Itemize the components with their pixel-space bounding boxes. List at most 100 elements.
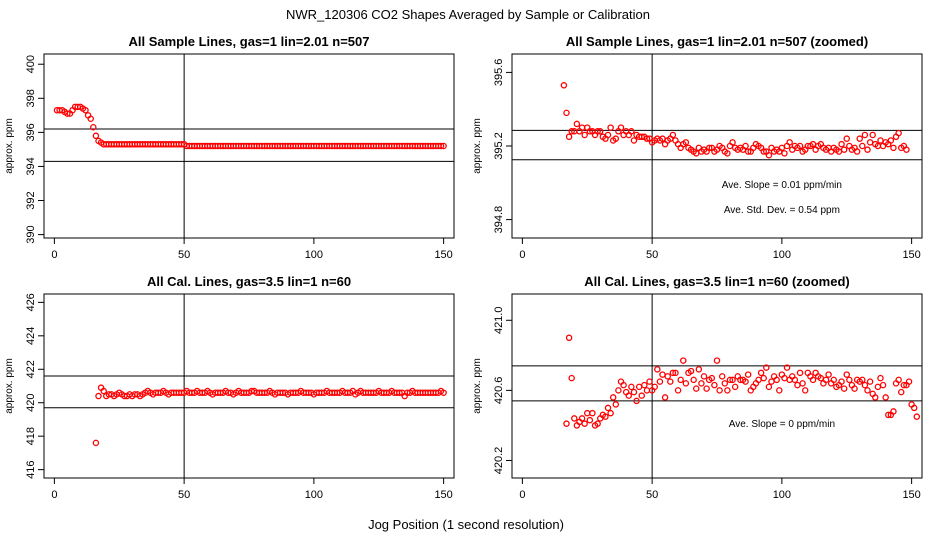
- data-point: [87, 115, 94, 122]
- y-axis-label: approx. ppm: [4, 118, 15, 174]
- data-point: [615, 387, 622, 394]
- x-tick-label: 150: [902, 249, 920, 261]
- data-point: [726, 376, 734, 384]
- data-point: [825, 371, 832, 378]
- data-point: [763, 364, 770, 371]
- data-point: [783, 364, 791, 371]
- x-tick-label: 0: [519, 249, 525, 261]
- y-tick-label: 395.6: [493, 59, 505, 87]
- data-point: [843, 371, 850, 378]
- panel-title: All Sample Lines, gas=1 lin=2.01 n=507: [129, 34, 370, 49]
- y-tick-label: 390: [25, 225, 37, 243]
- data-point: [563, 109, 570, 117]
- data-point: [92, 132, 100, 140]
- x-tick-label: 150: [434, 489, 452, 501]
- data-point: [840, 385, 848, 392]
- data-point: [913, 413, 921, 420]
- data-point: [64, 110, 71, 117]
- y-tick-label: 420.6: [493, 377, 505, 405]
- data-point: [879, 381, 887, 389]
- data-point: [586, 416, 594, 424]
- data-point: [838, 378, 845, 385]
- data-point: [890, 408, 897, 415]
- data-point: [718, 373, 726, 380]
- data-point: [700, 373, 708, 380]
- data-point: [895, 129, 902, 137]
- x-tick-label: 100: [773, 489, 791, 501]
- data-point: [794, 381, 801, 389]
- data-point: [643, 135, 651, 142]
- data-point: [596, 128, 604, 135]
- data-point: [731, 383, 739, 391]
- data-point: [801, 387, 809, 394]
- y-tick-label: 421.0: [493, 307, 505, 335]
- data-point: [830, 376, 838, 384]
- x-tick-label: 50: [178, 489, 190, 501]
- data-point: [669, 369, 677, 377]
- data-point: [900, 381, 908, 389]
- data-point: [604, 404, 612, 412]
- y-tick-label: 398: [25, 89, 37, 107]
- data-point: [853, 148, 861, 155]
- data-point: [877, 137, 884, 144]
- data-point: [573, 120, 581, 128]
- y-axis-label: approx. ppm: [4, 358, 15, 414]
- data-point: [757, 369, 765, 377]
- data-point: [864, 387, 871, 394]
- data-point: [594, 420, 601, 427]
- data-point: [905, 378, 913, 385]
- data-point: [628, 383, 635, 391]
- data-point: [682, 139, 690, 146]
- y-axis-label: approx. ppm: [472, 358, 483, 414]
- data-point: [729, 139, 736, 146]
- data-point: [620, 381, 627, 389]
- data-point: [581, 131, 588, 139]
- y-tick-label: 416: [25, 460, 37, 478]
- data-point: [903, 146, 910, 153]
- data-point: [90, 124, 97, 131]
- data-point: [659, 371, 666, 378]
- annotation-text: Ave. Slope = 0 ppm/min: [729, 419, 835, 430]
- data-point: [612, 401, 620, 408]
- data-point: [677, 376, 684, 384]
- data-point: [607, 409, 614, 417]
- data-point: [638, 392, 645, 399]
- data-point: [887, 137, 895, 144]
- data-point: [609, 394, 617, 401]
- data-point: [656, 378, 664, 385]
- data-point: [861, 131, 869, 139]
- data-point: [799, 380, 806, 387]
- data-point: [856, 135, 863, 142]
- data-point: [869, 131, 876, 139]
- data-point: [843, 135, 850, 142]
- data-point: [625, 392, 633, 399]
- data-point: [708, 374, 716, 382]
- x-tick-label: 150: [434, 249, 452, 261]
- x-tick-label: 100: [305, 249, 323, 261]
- data-point: [742, 378, 749, 385]
- data-point: [563, 420, 570, 427]
- data-point: [872, 394, 879, 401]
- data-point: [568, 128, 575, 135]
- data-point: [703, 385, 710, 392]
- data-point: [765, 151, 773, 159]
- x-tick-label: 50: [178, 249, 190, 261]
- data-point: [786, 139, 793, 146]
- data-point: [568, 374, 575, 382]
- panel-title: All Cal. Lines, gas=3.5 lin=1 n=60 (zoom…: [584, 274, 850, 289]
- data-point: [781, 150, 788, 157]
- y-tick-label: 394: [25, 157, 37, 175]
- y-tick-label: 400: [25, 55, 37, 73]
- data-point: [885, 411, 892, 419]
- chart-panel-1: All Sample Lines, gas=1 lin=2.01 n=507 0 5…: [4, 34, 455, 261]
- data-point: [760, 374, 767, 382]
- data-point: [565, 133, 573, 141]
- data-point: [664, 373, 671, 380]
- data-point: [840, 146, 848, 153]
- data-point: [895, 376, 902, 384]
- data-point: [633, 397, 640, 405]
- x-tick-label: 0: [51, 249, 57, 261]
- plot-frame: [511, 293, 923, 479]
- data-point: [809, 376, 817, 384]
